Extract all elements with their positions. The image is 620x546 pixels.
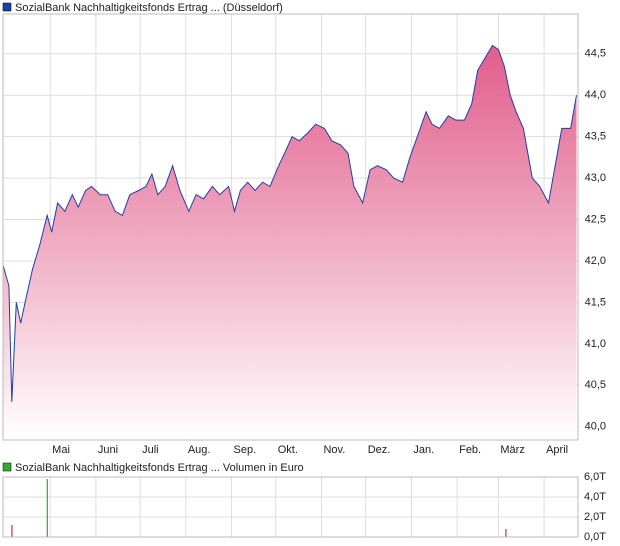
x-tick-label: Juli bbox=[142, 444, 159, 456]
y-tick-label: 43,5 bbox=[585, 131, 606, 143]
legend-swatch bbox=[2, 462, 12, 472]
volume-bar bbox=[46, 479, 48, 537]
area-fill bbox=[3, 45, 577, 440]
x-tick-label: Dez. bbox=[368, 444, 391, 456]
x-tick-label: Nov. bbox=[323, 444, 345, 456]
chart-title: SozialBank Nachhaltigkeitsfonds Ertrag .… bbox=[15, 462, 304, 474]
plot-border bbox=[2, 13, 579, 441]
y-tick-label: 44,5 bbox=[585, 48, 606, 60]
y-tick-label: 43,0 bbox=[585, 172, 606, 184]
legend-swatch bbox=[2, 2, 12, 12]
x-tick-label: Mai bbox=[52, 444, 70, 456]
x-tick-label: April bbox=[546, 444, 568, 456]
y-tick-label: 2,0T bbox=[584, 511, 606, 523]
volume-bar bbox=[11, 525, 13, 537]
y-tick-label: 44,0 bbox=[585, 89, 606, 101]
x-tick-label: Feb. bbox=[459, 444, 481, 456]
chart-title: SozialBank Nachhaltigkeitsfonds Ertrag .… bbox=[15, 2, 283, 14]
x-tick-label: Juni bbox=[98, 444, 118, 456]
x-tick-label: Aug. bbox=[188, 444, 211, 456]
y-tick-label: 0,0T bbox=[584, 531, 606, 543]
y-tick-label: 4,0T bbox=[584, 491, 606, 503]
y-tick-label: 42,5 bbox=[585, 213, 606, 225]
volume-bar bbox=[505, 529, 507, 537]
y-tick-label: 42,0 bbox=[585, 255, 606, 267]
y-tick-label: 40,5 bbox=[585, 379, 606, 391]
price-line bbox=[2, 44, 577, 402]
y-tick-label: 41,0 bbox=[585, 338, 606, 350]
y-tick-label: 40,0 bbox=[585, 421, 606, 433]
y-tick-label: 6,0T bbox=[584, 471, 606, 483]
x-tick-label: März bbox=[500, 444, 524, 456]
plot-border bbox=[2, 476, 579, 538]
y-tick-label: 41,5 bbox=[585, 296, 606, 308]
plot-frame bbox=[2, 476, 579, 538]
x-tick-label: Okt. bbox=[278, 444, 298, 456]
x-tick-label: Jan. bbox=[413, 444, 434, 456]
x-tick-label: Sep. bbox=[234, 444, 257, 456]
